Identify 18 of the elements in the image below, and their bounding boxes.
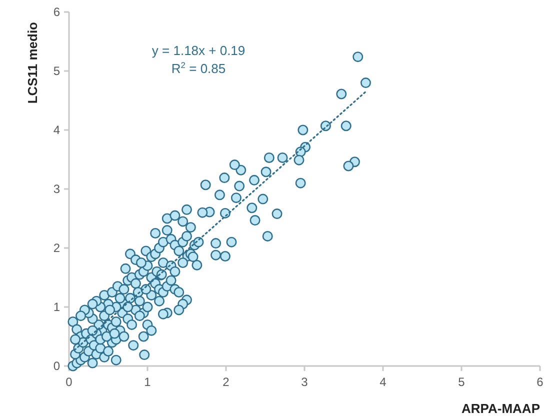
- y-tick-label: 6: [53, 5, 60, 20]
- x-tick-label: 4: [380, 375, 387, 389]
- y-tick-label: 0: [53, 359, 60, 374]
- x-tick-label: 1: [144, 375, 152, 389]
- x-axis-title: ARPA-MAAP: [462, 401, 540, 416]
- y-tick-label: 4: [53, 123, 60, 138]
- x-tick-label: 0: [66, 375, 73, 389]
- x-tick-label: 6: [536, 375, 544, 389]
- x-tick-label: 5: [458, 375, 466, 389]
- y-tick-label: 5: [53, 64, 60, 78]
- y-tick-label: 2: [53, 241, 60, 256]
- annotation: y = 1.18x + 0.19: [152, 43, 246, 58]
- y-tick-label: 3: [53, 182, 60, 196]
- x-tick-label: 3: [301, 375, 308, 389]
- y-tick-label: 1: [53, 300, 60, 314]
- x-tick-label: 2: [222, 375, 230, 389]
- annotation: R$^{2}$ = 0.85: [171, 60, 226, 76]
- y-axis-title: LCS11 medio: [25, 22, 40, 104]
